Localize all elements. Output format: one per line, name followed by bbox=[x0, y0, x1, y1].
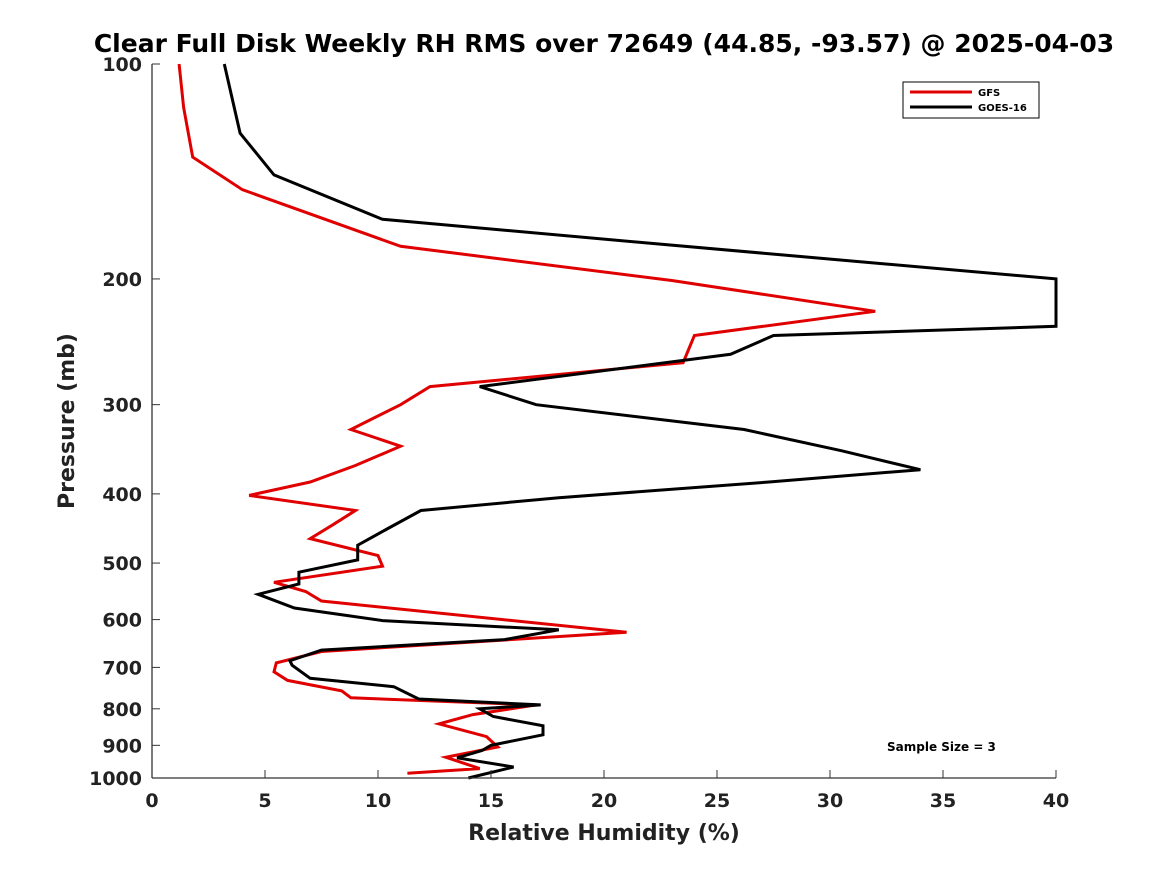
y-tick-label: 800 bbox=[102, 699, 142, 721]
x-tick-label: 30 bbox=[817, 790, 843, 812]
legend-box bbox=[902, 81, 1040, 119]
x-tick-label: 15 bbox=[478, 790, 504, 812]
x-tick-label: 40 bbox=[1043, 790, 1069, 812]
y-tick-label: 200 bbox=[102, 269, 142, 291]
x-tick-label: 5 bbox=[258, 790, 271, 812]
x-ticks: 0 5 10 15 20 25 30 35 40 bbox=[145, 770, 1069, 812]
x-tick-label: 20 bbox=[591, 790, 617, 812]
x-tick-label: 25 bbox=[704, 790, 730, 812]
y-tick-label: 400 bbox=[102, 484, 142, 506]
x-axis-label: Relative Humidity (%) bbox=[468, 821, 740, 846]
x-tick-label: 0 bbox=[145, 790, 158, 812]
y-tick-label: 1000 bbox=[89, 768, 142, 790]
axes bbox=[151, 64, 1056, 779]
y-tick-label: 300 bbox=[102, 395, 142, 417]
legend-label-goes16: GOES-16 bbox=[978, 103, 1027, 114]
y-tick-label: 700 bbox=[102, 657, 142, 679]
y-tick-label: 600 bbox=[102, 610, 142, 632]
series-line-gfs bbox=[177, 63, 876, 775]
legend-label-gfs: GFS bbox=[978, 88, 1000, 99]
legend: GFS GOES-16 bbox=[902, 81, 1040, 119]
sample-size-annotation: Sample Size = 3 bbox=[887, 740, 996, 754]
y-tick-label: 500 bbox=[102, 553, 142, 575]
series-line-goes16 bbox=[222, 63, 1058, 780]
y-ticks: 100 200 300 400 500 600 700 800 900 1000 bbox=[89, 54, 160, 790]
y-axis-label: Pressure (mb) bbox=[55, 333, 80, 509]
chart-title: Clear Full Disk Weekly RH RMS over 72649… bbox=[94, 29, 1114, 58]
y-tick-label: 100 bbox=[102, 54, 142, 76]
y-tick-label: 900 bbox=[102, 735, 142, 757]
series-layer bbox=[177, 63, 1058, 780]
x-tick-label: 35 bbox=[930, 790, 956, 812]
x-tick-label: 10 bbox=[365, 790, 391, 812]
